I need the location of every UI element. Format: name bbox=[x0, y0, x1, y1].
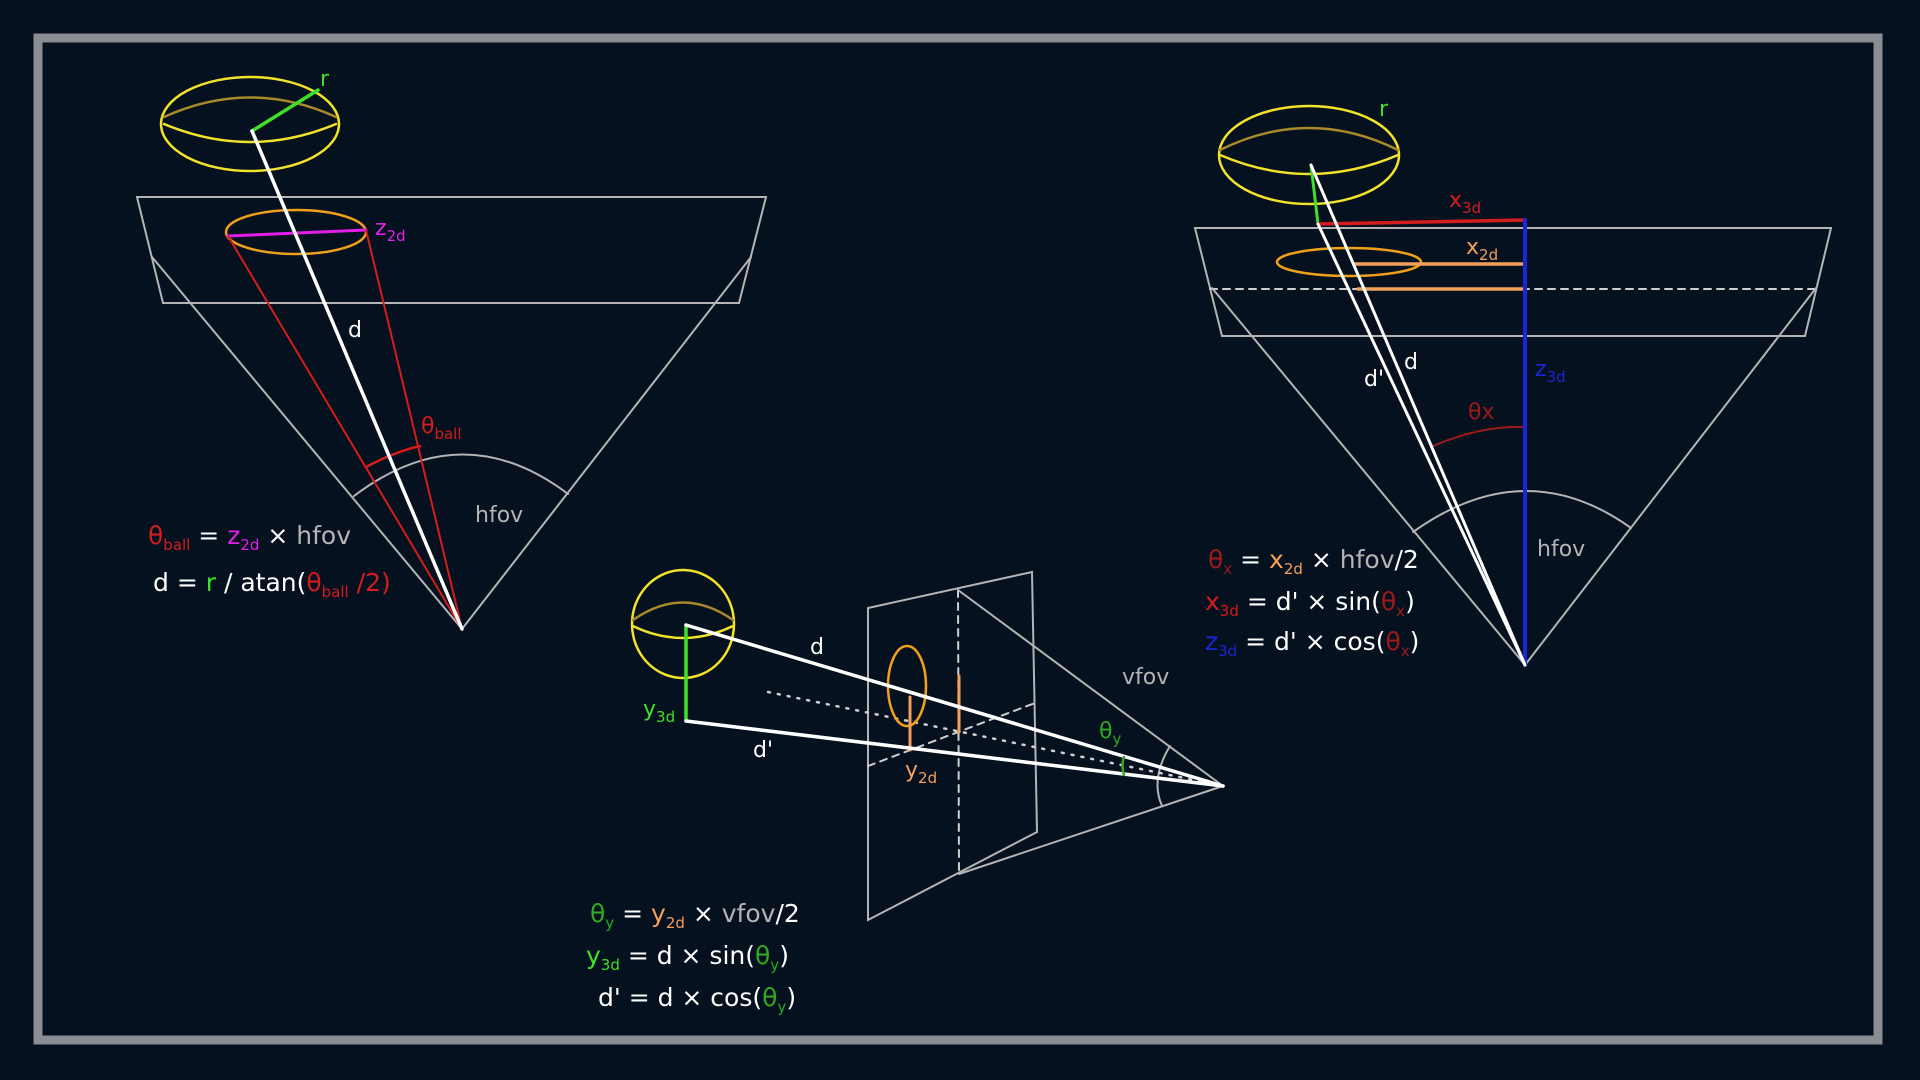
bottom-distance-line bbox=[684, 623, 1225, 788]
bottom-d-label: d bbox=[810, 635, 824, 660]
bottom-equation-theta-y: θy = y2d × vfov/2 bbox=[590, 899, 800, 932]
right-d-prime-line bbox=[1316, 222, 1527, 667]
left-equations: θball = z2d × hfov d = r / atan(θball /2… bbox=[148, 521, 391, 601]
bottom-d-prime-label: d' bbox=[753, 738, 773, 763]
outer-frame bbox=[33, 33, 1883, 1045]
left-equation-distance: d = r / atan(θball /2) bbox=[153, 568, 391, 601]
bottom-near-plane bbox=[867, 570, 1039, 922]
right-cone-right-edge bbox=[1524, 287, 1817, 666]
left-hfov-arc bbox=[353, 453, 569, 497]
left-labels: r z2d d θball hfov bbox=[320, 67, 523, 528]
right-projected-ball bbox=[1275, 246, 1423, 278]
right-d-label: d bbox=[1404, 350, 1418, 375]
right-equation-x3d: x3d = d' × sin(θx) bbox=[1205, 587, 1415, 620]
right-hfov-label: hfov bbox=[1537, 537, 1585, 562]
left-cone-left-edge bbox=[151, 256, 463, 630]
left-z2d-line bbox=[226, 228, 368, 238]
bottom-equation-d-prime: d' = d × cos(θy) bbox=[598, 983, 796, 1016]
left-ball-lower-rim bbox=[162, 122, 338, 144]
bottom-ball-lower-rim bbox=[631, 624, 735, 640]
left-ray-left bbox=[227, 235, 463, 630]
right-cone-left-edge bbox=[1211, 287, 1526, 666]
bottom-equations: θy = y2d × vfov/2 y3d = d × sin(θy) d' =… bbox=[586, 899, 800, 1016]
left-z2d-label: z2d bbox=[375, 216, 406, 245]
right-equation-theta-x: θx = x2d × hfov/2 bbox=[1208, 545, 1419, 578]
bottom-y3d-label: y3d bbox=[643, 697, 675, 726]
right-radius-line bbox=[1309, 163, 1320, 226]
right-ball-lower-rim bbox=[1218, 153, 1400, 176]
right-equations: θx = x2d × hfov/2 x3d = d' × sin(θx) z3d… bbox=[1205, 545, 1419, 660]
left-radius-line bbox=[250, 88, 320, 133]
left-hfov-label: hfov bbox=[475, 503, 523, 528]
right-d-prime-label: d' bbox=[1364, 367, 1384, 392]
bottom-cone-top-edge bbox=[957, 589, 1224, 787]
right-x3d-label: x3d bbox=[1449, 188, 1481, 217]
bottom-equation-y3d: y3d = d × sin(θy) bbox=[586, 941, 789, 974]
left-cone-right-edge bbox=[461, 256, 752, 630]
bottom-diagram bbox=[630, 568, 1225, 922]
left-ball-outer bbox=[159, 75, 341, 173]
right-z3d-label: z3d bbox=[1535, 357, 1566, 386]
bottom-vfov-label: vfov bbox=[1122, 665, 1169, 690]
left-diagram bbox=[135, 75, 768, 631]
right-diagram bbox=[1193, 104, 1833, 667]
bottom-d-prime-line bbox=[684, 719, 1225, 788]
bottom-y2d-label: y2d bbox=[905, 758, 937, 787]
left-r-label: r bbox=[320, 67, 330, 92]
right-x3d-line bbox=[1316, 218, 1527, 226]
bottom-ball-outer bbox=[630, 568, 736, 680]
right-labels: r x3d x2d d d' z3d θx hfov bbox=[1364, 97, 1585, 562]
right-ball-equator bbox=[1218, 126, 1400, 152]
right-equation-z3d: z3d = d' × cos(θx) bbox=[1205, 627, 1419, 660]
right-theta-x-label: θx bbox=[1468, 400, 1494, 425]
right-x2d-label: x2d bbox=[1466, 235, 1498, 264]
left-distance-line bbox=[250, 129, 464, 631]
left-d-label: d bbox=[348, 318, 362, 343]
bottom-near-plane-horizontal-dashed bbox=[867, 702, 1036, 767]
left-equation-theta-ball: θball = z2d × hfov bbox=[148, 521, 351, 554]
bottom-dotted-axis bbox=[766, 690, 1225, 788]
left-ray-right bbox=[365, 229, 463, 630]
right-r-label: r bbox=[1379, 97, 1389, 122]
left-theta-ball-arc bbox=[364, 444, 422, 469]
left-ball-equator bbox=[162, 96, 338, 119]
bottom-labels: d d' y3d y2d vfov θy bbox=[643, 635, 1169, 787]
bottom-cone-bottom-edge bbox=[958, 785, 1224, 875]
right-frustum bbox=[1193, 227, 1833, 337]
bottom-theta-y-label: θy bbox=[1099, 719, 1121, 748]
bottom-theta-y-arc bbox=[1121, 755, 1126, 777]
right-distance-line bbox=[1309, 163, 1527, 667]
right-theta-x-arc bbox=[1432, 425, 1526, 447]
left-theta-ball-label: θball bbox=[421, 414, 462, 443]
left-frustum bbox=[135, 196, 768, 304]
bottom-ball-equator bbox=[631, 601, 735, 622]
